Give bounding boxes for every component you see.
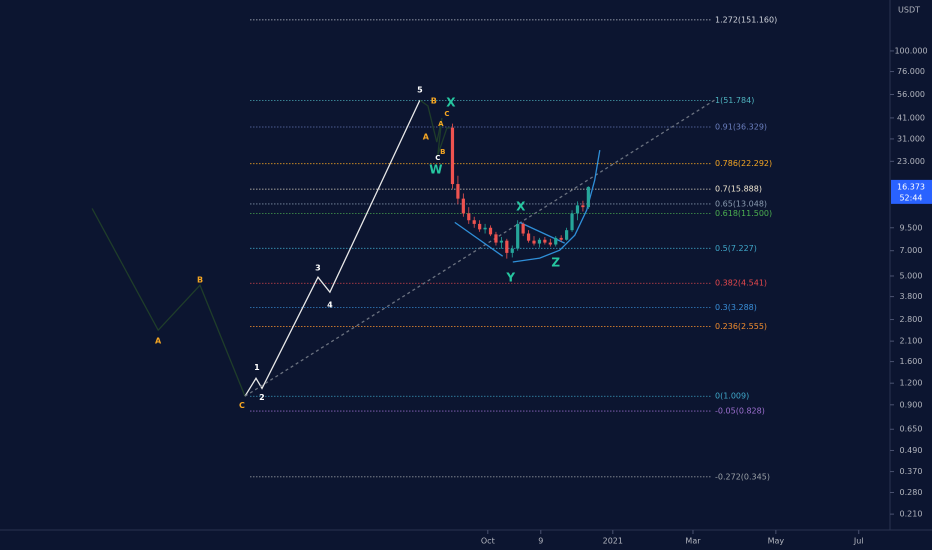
candle-body [559, 237, 563, 240]
y-tick-label: 1.600 [900, 357, 923, 366]
y-tick-label: 0.370 [900, 467, 923, 476]
candle-body [505, 240, 509, 253]
fib-label: 0.786(22.292) [715, 159, 772, 168]
wave-label: 1 [254, 363, 260, 372]
candle-body [461, 198, 465, 214]
fib-label: 0.382(4.541) [715, 279, 767, 288]
wave-label: X [516, 200, 526, 214]
y-tick-label: 41.000 [897, 113, 925, 122]
wave-label: A [155, 337, 162, 346]
candle-body [548, 242, 552, 245]
y-tick-label: 3.800 [900, 292, 923, 301]
y-tick-label: 0.280 [900, 488, 923, 497]
candle-body [456, 184, 460, 199]
y-tick-label: 56.000 [897, 90, 925, 99]
candle-body [472, 220, 476, 224]
y-tick-label: 1.200 [900, 379, 923, 388]
fib-label: 1(51.784) [715, 96, 754, 105]
candle-body [450, 127, 455, 185]
wave-label: Y [505, 271, 515, 285]
wave-path [419, 99, 451, 156]
wave-label: 3 [315, 264, 321, 273]
wave-label: W [429, 162, 442, 176]
wave-label: C [435, 154, 440, 162]
y-tick-label: 7.000 [900, 246, 923, 255]
candle-body [510, 248, 514, 253]
candle-body [526, 233, 531, 241]
wave-label: Z [551, 256, 560, 270]
fib-label: 0.5(7.227) [715, 244, 757, 253]
y-tick-label: 31.000 [897, 134, 925, 143]
candle-body [478, 223, 482, 230]
fib-label: 0.236(2.555) [715, 322, 767, 331]
candle-body [494, 234, 498, 243]
x-tick-label: Jul [853, 537, 864, 546]
x-tick-label: 2021 [603, 537, 623, 546]
x-tick-label: 9 [538, 537, 543, 546]
wave-label: C [444, 110, 449, 118]
candle-body [575, 205, 580, 214]
wave-path [512, 149, 601, 263]
x-tick-label: Oct [481, 537, 495, 546]
candle-body [499, 240, 503, 243]
y-tick-label: 0.210 [900, 510, 923, 519]
y-tick-label: 0.900 [900, 400, 923, 409]
fib-label: -0.05(0.828) [715, 407, 765, 416]
wave-label: 5 [417, 86, 423, 95]
wave-label: B [440, 148, 445, 156]
candle-body [554, 237, 558, 245]
y-tick-label: 100.000 [894, 46, 927, 55]
price-box [891, 179, 932, 204]
candle-body [581, 205, 585, 208]
candle-body [532, 240, 536, 244]
y-tick-label: 2.100 [900, 337, 923, 346]
wave-path [244, 99, 421, 397]
y-tick-label: 2.800 [900, 315, 923, 324]
fib-label: 0.618(11.500) [715, 209, 772, 218]
y-tick-label: 5.000 [900, 271, 923, 280]
fib-label: 0.7(15.888) [715, 185, 762, 194]
fib-label: -0.272(0.345) [715, 472, 770, 481]
wave-path [91, 208, 246, 397]
candle-body [586, 186, 590, 208]
price-label: 16.373 [897, 182, 925, 191]
y-axis-label: USDT [898, 6, 920, 15]
x-tick-label: May [768, 537, 785, 546]
candle-body [488, 227, 493, 235]
y-tick-label: 9.500 [900, 223, 923, 232]
fib-label: 0(1.009) [715, 392, 749, 401]
countdown: 52:44 [899, 193, 922, 202]
wave-label: 4 [327, 301, 333, 310]
fib-label: 1.272(151.160) [715, 15, 777, 24]
candle-body [521, 223, 525, 234]
fib-label: 0.3(3.288) [715, 303, 757, 312]
wave-path [244, 99, 715, 397]
wave-path [454, 221, 504, 257]
candle-body [570, 213, 574, 231]
candle-body [467, 213, 471, 221]
fib-label: 0.65(13.048) [715, 199, 767, 208]
wave-label: B [431, 96, 437, 105]
wave-label: X [446, 96, 456, 110]
y-tick-label: 23.000 [897, 157, 925, 166]
y-tick-label: 76.000 [897, 67, 925, 76]
candle-body [483, 227, 487, 230]
candle-body [543, 239, 547, 243]
x-tick-label: Mar [685, 537, 701, 546]
y-tick-label: 0.650 [900, 425, 923, 434]
fib-label: 0.91(36.329) [715, 123, 767, 132]
wave-label: A [423, 133, 430, 142]
wave-label: C [239, 401, 245, 410]
candle-body [537, 239, 542, 244]
candle-body [516, 223, 520, 249]
candle-body [565, 230, 569, 240]
wave-label: 2 [259, 393, 265, 402]
wave-label: B [197, 276, 203, 285]
wave-label: A [438, 120, 444, 128]
y-tick-label: 0.490 [900, 446, 923, 455]
